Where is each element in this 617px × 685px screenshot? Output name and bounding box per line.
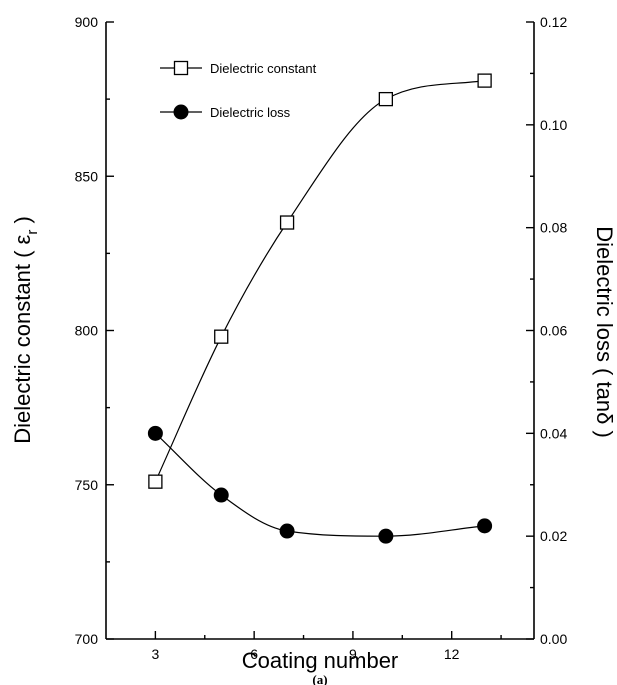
legend-marker-circle: [173, 104, 189, 120]
left-tick-label: 850: [75, 168, 99, 184]
x-tick-label: 12: [444, 646, 460, 662]
left-tick-label: 900: [75, 14, 99, 30]
right-tick-label: 0.08: [540, 220, 567, 236]
data-point-dielectric-loss: [147, 425, 163, 441]
series-curves: [154, 80, 485, 537]
data-point-dielectric-loss: [213, 487, 229, 503]
left-ticks: 700 750 800 850 900: [75, 14, 114, 647]
x-tick-label: 9: [349, 646, 357, 662]
right-tick-label: 0.10: [540, 117, 567, 133]
right-tick-label: 0.04: [540, 425, 567, 441]
data-point-dielectric-loss: [477, 518, 493, 534]
left-axis-title-main: Dielectric constant ( ε: [10, 234, 35, 443]
legend-label: Dielectric constant: [210, 61, 317, 76]
x-tick-label: 6: [250, 646, 258, 662]
left-tick-label: 800: [75, 323, 99, 339]
left-axis-title-end: ): [10, 216, 35, 229]
data-point-dielectric-constant: [148, 474, 163, 489]
plot-frame: [105, 22, 535, 640]
right-tick-label: 0.00: [540, 631, 567, 647]
series-line-dielectric-constant: [154, 80, 485, 482]
series-markers: [147, 73, 493, 544]
data-point-dielectric-constant: [279, 215, 295, 230]
legend-label: Dielectric loss: [210, 105, 291, 120]
right-tick-label: 0.02: [540, 528, 567, 544]
left-axis-title-sub: r: [24, 230, 41, 235]
data-point-dielectric-constant: [477, 73, 492, 88]
data-point-dielectric-constant: [214, 329, 229, 344]
figure-caption: (a): [312, 672, 327, 685]
x-ticks: 3 6 9 12: [151, 631, 502, 662]
legend-marker-square: [173, 60, 189, 76]
x-axis-title: Coating number: [242, 648, 399, 673]
right-tick-label: 0.12: [540, 14, 567, 30]
data-point-dielectric-loss: [378, 528, 394, 544]
right-axis-title: Dielectric loss ( tanδ ): [592, 226, 617, 438]
data-point-dielectric-constant: [378, 91, 393, 107]
left-tick-label: 700: [75, 631, 99, 647]
legend: Dielectric constant Dielectric loss: [160, 60, 317, 120]
left-tick-label: 750: [75, 477, 99, 493]
right-tick-label: 0.06: [540, 323, 567, 339]
x-tick-label: 3: [151, 646, 159, 662]
data-point-dielectric-loss: [279, 523, 295, 539]
series-line-dielectric-loss: [154, 432, 485, 537]
right-ticks: 0.00 0.02 0.04 0.06 0.08 0.10 0.12: [526, 14, 567, 647]
left-axis-title: Dielectric constant ( εr ): [10, 216, 41, 444]
